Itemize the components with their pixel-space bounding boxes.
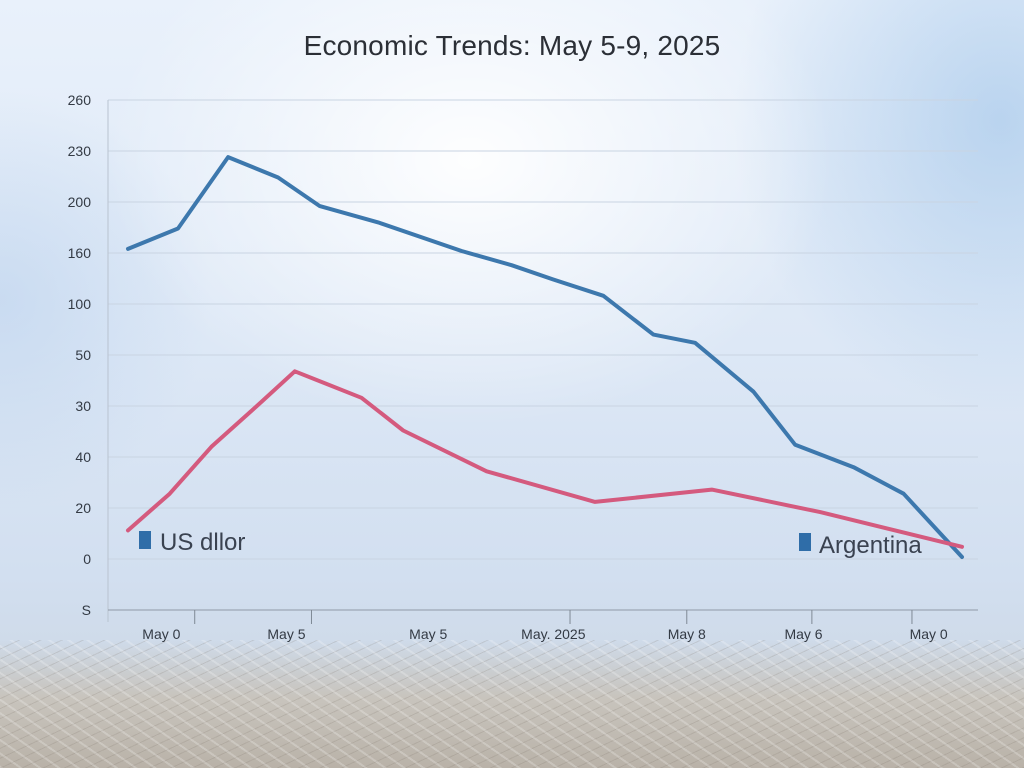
x-tick-label: May 6 xyxy=(784,626,822,642)
x-tick-label: May. 2025 xyxy=(521,626,586,642)
y-tick-label: 50 xyxy=(75,347,91,363)
series-line-2 xyxy=(126,369,964,549)
y-tick-label: 230 xyxy=(68,143,92,159)
y-axis-ticks: S 0 20 40 30 50 100 160 200 230 260 xyxy=(68,92,92,618)
x-tick-label: May 5 xyxy=(409,626,447,642)
legend-label: Argentina xyxy=(819,532,922,559)
series-line-1 xyxy=(126,155,964,559)
y-tick-label: S xyxy=(82,602,91,618)
y-tick-label: 160 xyxy=(68,245,92,261)
x-tick-label: May 8 xyxy=(668,626,706,642)
y-tick-label: 40 xyxy=(75,449,91,465)
legend-swatch xyxy=(139,531,151,549)
gridlines xyxy=(107,99,978,622)
y-tick-label: 30 xyxy=(75,398,91,414)
y-tick-label: 100 xyxy=(68,296,92,312)
x-tick-label: May 5 xyxy=(267,626,305,642)
y-tick-label: 0 xyxy=(83,551,91,567)
chart-title: Economic Trends: May 5-9, 2025 xyxy=(303,30,721,61)
x-tick-label: May 0 xyxy=(910,626,948,642)
legend: US dllor Argentina xyxy=(139,529,922,559)
x-axis: May 0 May 5 May 5 May. 2025 May 8 May 6 May 0 xyxy=(108,609,978,642)
y-tick-label: 20 xyxy=(75,500,91,516)
legend-label: US dllor xyxy=(160,529,245,556)
y-tick-label: 260 xyxy=(68,92,92,108)
legend-swatch xyxy=(799,533,811,551)
y-tick-label: 200 xyxy=(68,194,92,210)
x-tick-label: May 0 xyxy=(142,626,180,642)
textured-ground xyxy=(0,640,1024,768)
series-lines xyxy=(126,155,964,559)
